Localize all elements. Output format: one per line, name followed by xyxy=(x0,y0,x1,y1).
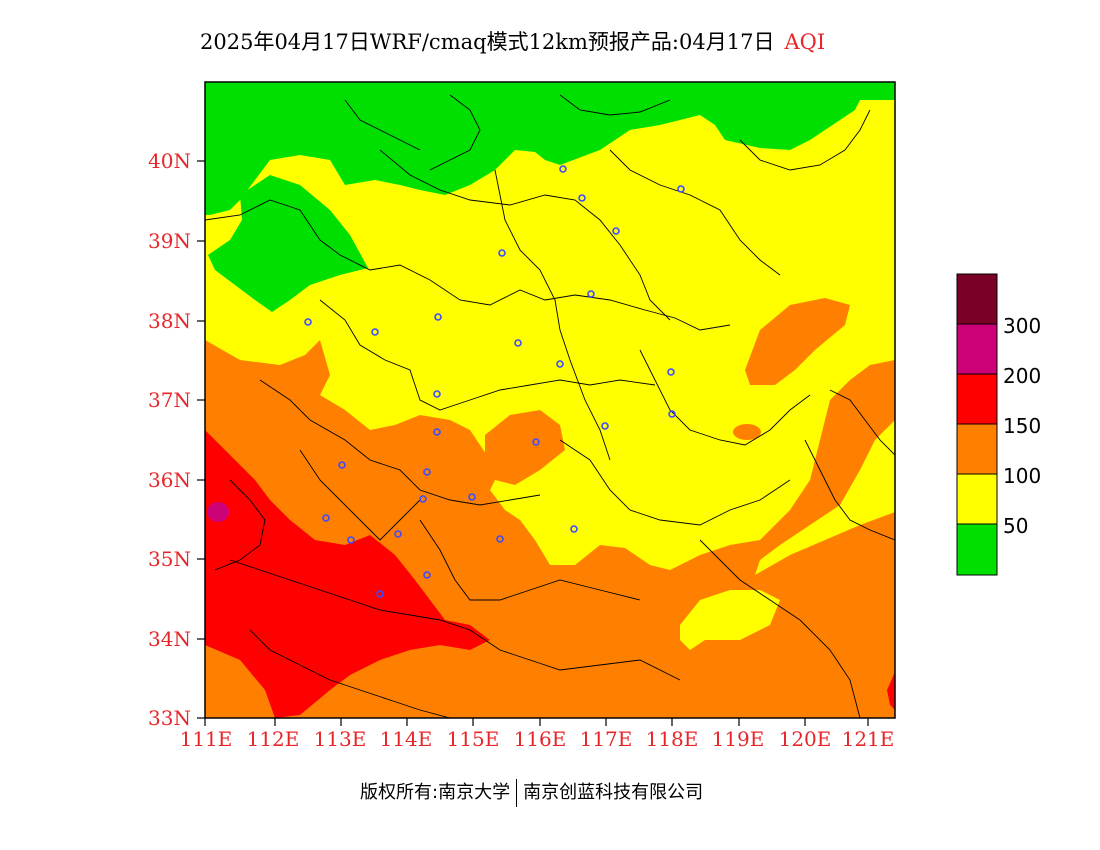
copyright-left: 版权所有:南京大学 xyxy=(360,782,511,803)
copyright-right: 南京创蓝科技有限公司 xyxy=(523,782,704,803)
latitude-labels: 40N 39N 38N 37N 36N 35N 34N 33N xyxy=(148,149,191,730)
aqi-zone-orange-small xyxy=(733,424,761,440)
footer-separator xyxy=(516,779,518,807)
city-marker xyxy=(570,525,578,533)
lon-label: 116E xyxy=(514,727,567,751)
aqi-zone-yellow-south xyxy=(680,590,780,650)
legend-label: 200 xyxy=(1003,364,1041,388)
aqi-zone-red-east xyxy=(887,672,895,710)
city-marker xyxy=(376,590,384,598)
aqi-zone-yellow-se xyxy=(755,420,895,575)
lon-label: 118E xyxy=(646,727,699,751)
city-marker xyxy=(498,249,506,257)
lon-label: 111E xyxy=(180,727,233,751)
lat-label: 36N xyxy=(148,468,191,492)
city-marker xyxy=(419,495,427,503)
legend-swatch-hazardous xyxy=(956,273,998,325)
longitude-labels: 111E 112E 113E 114E 115E 116E 117E 118E … xyxy=(180,727,895,751)
city-marker xyxy=(434,313,442,321)
copyright-footer: 版权所有:南京大学 南京创蓝科技有限公司 xyxy=(360,778,703,807)
lon-label: 120E xyxy=(779,727,832,751)
lat-label: 40N xyxy=(148,149,191,173)
lon-label: 117E xyxy=(580,727,633,751)
lat-label: 37N xyxy=(148,388,191,412)
axis-ticks xyxy=(197,160,869,726)
city-marker xyxy=(468,493,476,501)
lon-label: 114E xyxy=(380,727,433,751)
city-marker xyxy=(394,530,402,538)
lat-label: 33N xyxy=(148,706,191,730)
lat-label: 38N xyxy=(148,309,191,333)
legend-label: 300 xyxy=(1003,314,1041,338)
legend-swatch-sensitive xyxy=(956,423,998,475)
city-marker xyxy=(338,461,346,469)
legend-label: 100 xyxy=(1003,464,1041,488)
city-marker xyxy=(668,410,676,418)
lon-label: 115E xyxy=(447,727,500,751)
aqi-legend xyxy=(956,273,998,576)
city-marker xyxy=(677,185,685,193)
city-marker xyxy=(433,428,441,436)
city-marker xyxy=(371,328,379,336)
legend-swatch-very-unhealthy xyxy=(956,323,998,375)
city-marker xyxy=(587,290,595,298)
lon-label: 121E xyxy=(842,727,895,751)
title-product: AQI xyxy=(784,30,826,54)
lat-label: 35N xyxy=(148,547,191,571)
city-marker xyxy=(514,339,522,347)
lat-label: 39N xyxy=(148,229,191,253)
city-marker xyxy=(423,571,431,579)
lon-label: 112E xyxy=(247,727,300,751)
city-marker xyxy=(578,194,586,202)
boundary-lines xyxy=(205,94,895,718)
city-marker xyxy=(433,390,441,398)
legend-swatch-unhealthy xyxy=(956,373,998,425)
city-marker xyxy=(532,438,540,446)
city-markers xyxy=(304,165,685,598)
legend-swatch-moderate xyxy=(956,473,998,525)
city-marker xyxy=(667,368,675,376)
city-marker xyxy=(601,422,609,430)
legend-label: 150 xyxy=(1003,414,1041,438)
city-marker xyxy=(559,165,567,173)
title-main: 2025年04月17日WRF/cmaq模式12km预报产品:04月17日 xyxy=(200,30,775,54)
map-title: 2025年04月17日WRF/cmaq模式12km预报产品:04月17日 AQI xyxy=(200,26,825,56)
aqi-zone-green-north xyxy=(205,82,895,215)
city-marker xyxy=(496,535,504,543)
legend-label: 50 xyxy=(1003,514,1028,538)
city-marker xyxy=(612,227,620,235)
lon-label: 113E xyxy=(314,727,367,751)
lat-label: 34N xyxy=(148,627,191,651)
lon-label: 119E xyxy=(712,727,765,751)
aqi-field xyxy=(205,82,895,718)
city-marker xyxy=(556,360,564,368)
city-marker xyxy=(304,318,312,326)
aqi-zone-purple-spot xyxy=(207,502,229,522)
legend-labels: 300 200 150 100 50 xyxy=(1003,314,1041,538)
aqi-zone-red-southwest xyxy=(205,430,490,718)
aqi-zone-orange-ne xyxy=(745,298,850,385)
city-marker xyxy=(322,514,330,522)
city-marker xyxy=(423,468,431,476)
legend-swatch-good xyxy=(956,523,998,576)
city-marker xyxy=(347,536,355,544)
aqi-zone-green-west xyxy=(208,175,368,312)
aqi-zone-orange-central xyxy=(485,410,565,485)
